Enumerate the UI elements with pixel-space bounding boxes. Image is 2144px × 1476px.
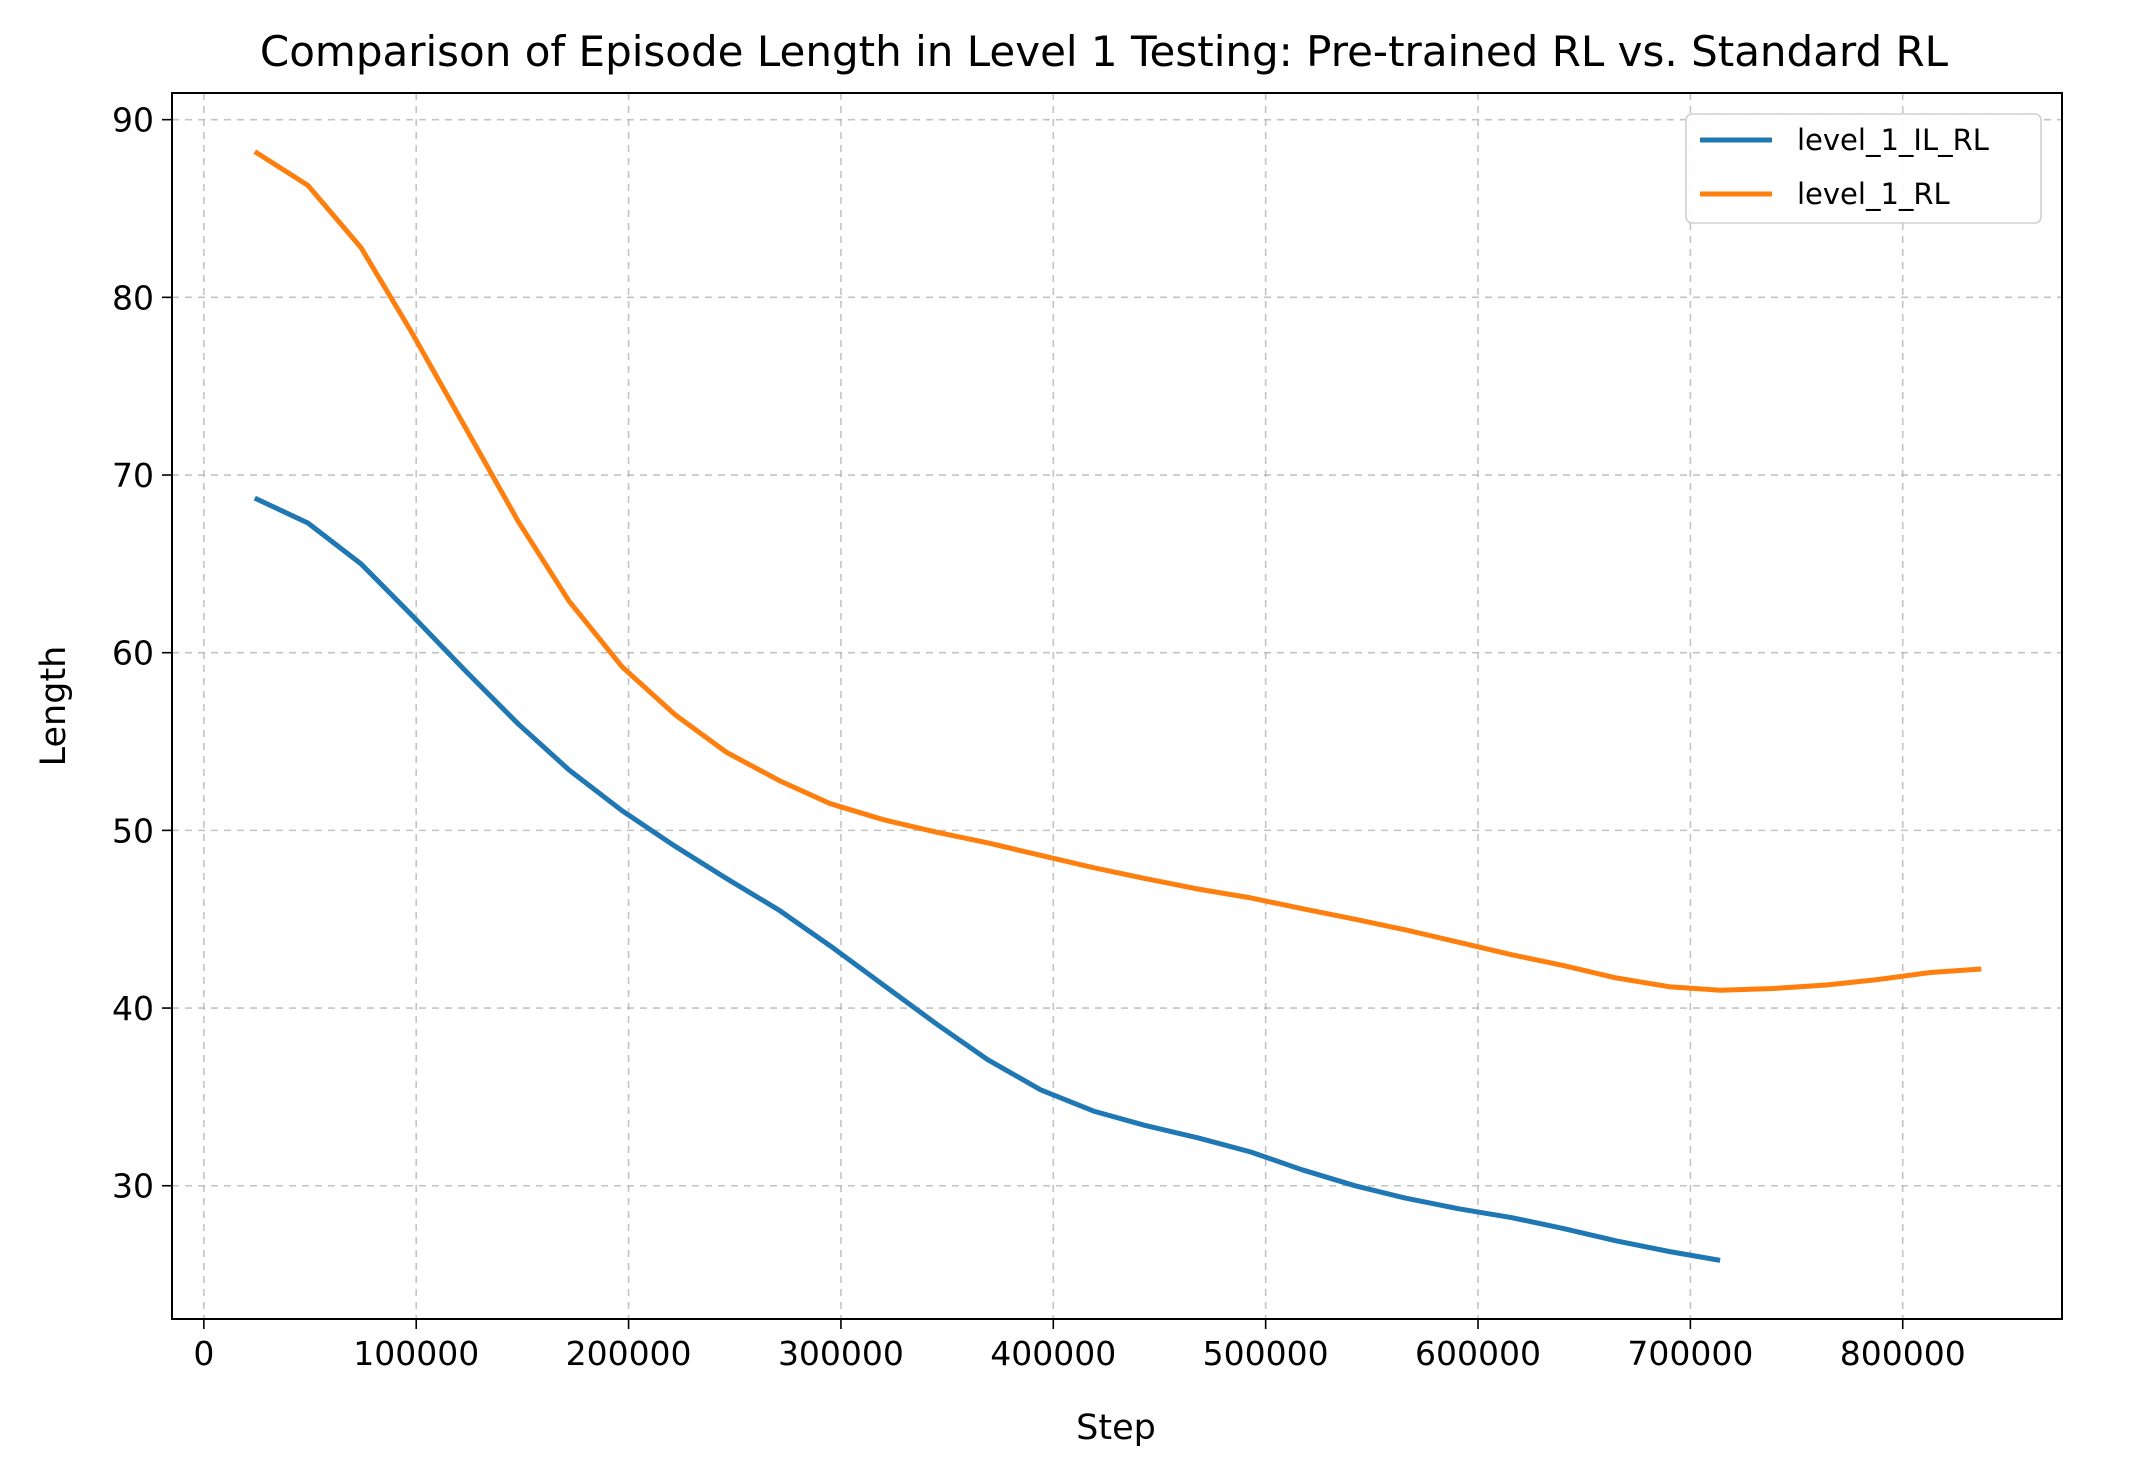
x-tick-label: 800000 (1840, 1334, 1966, 1373)
x-tick-label: 500000 (1203, 1334, 1329, 1373)
x-tick-label: 400000 (990, 1334, 1116, 1373)
y-axis-label: Length (34, 646, 74, 767)
legend-label-level-1-rl: level_1_RL (1797, 177, 1950, 211)
axes-frame (171, 92, 2063, 1320)
series-lines (253, 149, 1982, 1263)
y-tick-label: 90 (112, 101, 154, 140)
x-axis-label: Step (1076, 1408, 1156, 1448)
y-tick-label: 80 (112, 278, 154, 317)
x-tick-label: 100000 (353, 1334, 479, 1373)
x-tick-label: 300000 (778, 1334, 904, 1373)
series-line-level-1-rl (253, 149, 1982, 993)
y-tick-label: 40 (112, 989, 154, 1028)
legend-box (1685, 113, 2042, 224)
x-tick-label: 200000 (566, 1334, 692, 1373)
grid (172, 93, 2062, 1319)
y-tick-label: 70 (112, 456, 154, 495)
chart-title: Comparison of Episode Length in Level 1 … (260, 27, 1949, 76)
y-tick-label: 30 (112, 1167, 154, 1206)
x-tick-label: 0 (193, 1334, 214, 1373)
y-tick-label: 50 (112, 811, 154, 850)
y-tick-label: 60 (112, 634, 154, 673)
x-tick-label: 700000 (1627, 1334, 1753, 1373)
legend: level_1_IL_RL level_1_RL (1685, 113, 2042, 224)
series-line-level-1-il-rl (253, 495, 1721, 1263)
x-tick-label: 600000 (1415, 1334, 1541, 1373)
x-axis-ticks: 0 100000 200000 300000 400000 500000 600000 700… (193, 1319, 1966, 1373)
legend-label-level-1-il-rl: level_1_IL_RL (1797, 123, 1989, 157)
y-axis-ticks: 30 40 50 60 70 80 90 (112, 101, 172, 1206)
